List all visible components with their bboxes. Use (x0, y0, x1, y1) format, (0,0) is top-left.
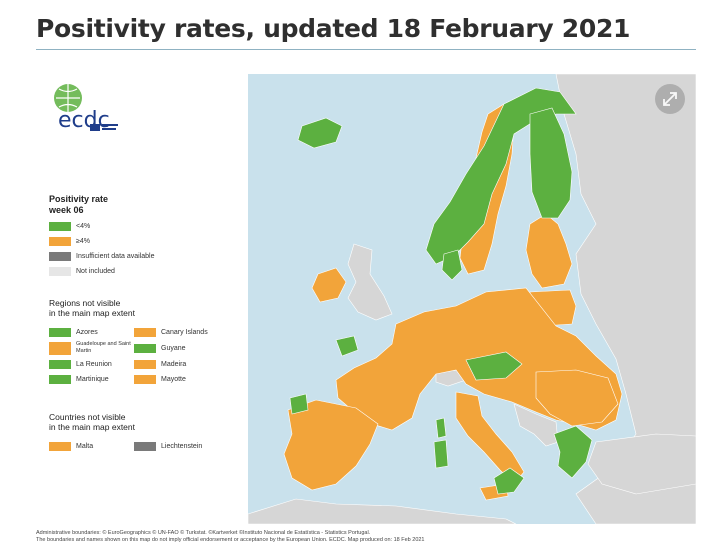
legend-swatch (134, 360, 156, 369)
legend-swatch (134, 328, 156, 337)
region-item-mayotte: Mayotte (134, 375, 186, 384)
legend-swatch (49, 237, 71, 246)
region-below4-iceland (297, 117, 343, 149)
legend-title: Positivity rate week 06 (49, 194, 109, 215)
ecdc-globe-logo: ecdc (50, 80, 120, 140)
legend-panel: ecdc Positivity rate week 06 <4% ≥4% Ins… (36, 74, 248, 524)
europe-map-svg (247, 74, 696, 524)
region-above4-ireland (311, 267, 347, 303)
legend-swatch (49, 222, 71, 231)
not-included-land-africa (247, 498, 517, 524)
expand-arrows-icon[interactable] (655, 84, 685, 114)
region-item-canary: Canary Islands (134, 328, 208, 337)
map-footer: Administrative boundaries: © EuroGeograp… (36, 530, 425, 543)
region-item-guyane: Guyane (134, 344, 186, 353)
legend-item-above4: ≥4% (49, 237, 90, 246)
region-above4-iberia (283, 399, 379, 491)
region-below4-sardinia (433, 439, 449, 469)
region-item-martinique: Martinique (49, 375, 109, 384)
legend-item-insufficient: Insufficient data available (49, 252, 154, 261)
countries-section-title: Countries not visible in the main map ex… (49, 412, 135, 432)
legend-item-not-included: Not included (49, 267, 115, 276)
not-included-land-uk (347, 243, 393, 321)
legend-swatch (49, 360, 71, 369)
legend-swatch (49, 375, 71, 384)
not-included-land-turkey (587, 433, 696, 495)
country-item-liechtenstein: Liechtenstein (134, 442, 202, 451)
legend-swatch (134, 442, 156, 451)
region-item-madeira: Madeira (134, 360, 186, 369)
ecdc-logo-text: ecdc (58, 108, 110, 133)
region-below4-norway (425, 87, 577, 265)
regions-section-title: Regions not visible in the main map exte… (49, 298, 135, 318)
legend-swatch (49, 267, 71, 276)
region-above4-balkans-east (535, 369, 619, 427)
page-title: Positivity rates, updated 18 February 20… (36, 14, 631, 43)
region-below4-italy-south (493, 467, 525, 495)
legend-swatch (134, 344, 156, 353)
region-item-reunion: La Reunion (49, 360, 112, 369)
country-item-malta: Malta (49, 442, 93, 451)
legend-item-below4: <4% (49, 222, 90, 231)
legend-swatch (49, 442, 71, 451)
region-item-azores: Azores (49, 328, 98, 337)
legend-swatch (49, 328, 71, 337)
legend-swatch (49, 252, 71, 261)
region-below4-greece (553, 425, 593, 479)
region-below4-austria (465, 351, 523, 381)
region-below4-bretagne (335, 335, 359, 357)
region-below4-corsica (435, 417, 447, 439)
title-divider (36, 49, 696, 50)
legend-swatch (134, 375, 156, 384)
region-item-guadeloupe: Guadeloupe and Saint Martin (49, 341, 133, 355)
region-above4-finland (525, 213, 573, 289)
not-included-land-balkans (513, 403, 559, 447)
not-included-land-east (555, 74, 696, 524)
legend-swatch (49, 341, 71, 355)
region-above4-italy (455, 391, 525, 485)
region-below4-finland-north (529, 107, 573, 219)
region-below4-galicia (289, 393, 309, 415)
region-below4-denmark (441, 249, 463, 281)
